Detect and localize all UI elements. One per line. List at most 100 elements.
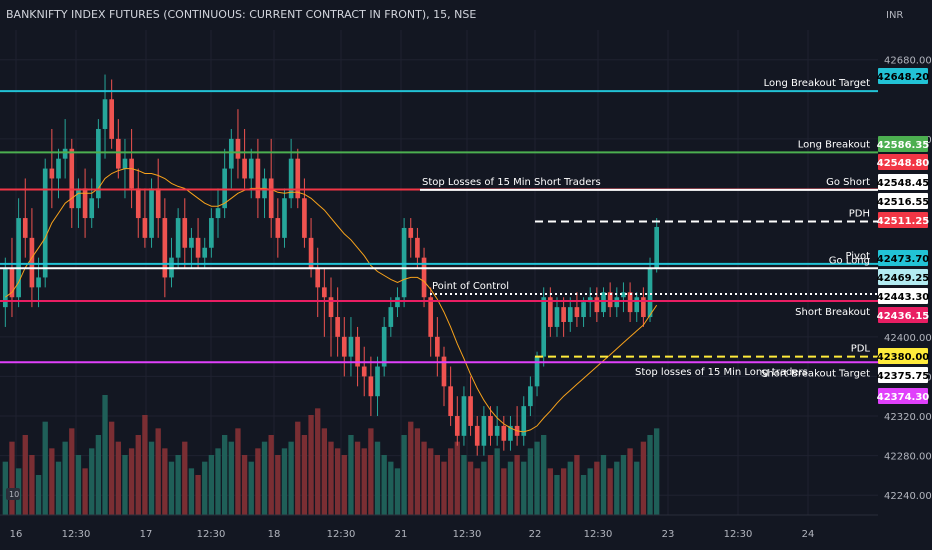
candle-body[interactable] <box>16 218 21 298</box>
candle-body[interactable] <box>521 406 527 436</box>
candle-body[interactable] <box>494 425 500 436</box>
candle-body[interactable] <box>408 227 414 238</box>
candle-body[interactable] <box>288 158 294 199</box>
candle-body[interactable] <box>189 237 194 248</box>
candle-body[interactable] <box>448 386 453 417</box>
candle-body[interactable] <box>335 317 340 337</box>
candle-body[interactable] <box>474 425 480 446</box>
candle-body[interactable] <box>501 425 507 441</box>
candle-body[interactable] <box>567 307 573 322</box>
candle-body[interactable] <box>401 227 407 298</box>
candle-body[interactable] <box>607 292 613 308</box>
candle-body[interactable] <box>149 188 154 238</box>
candle-body[interactable] <box>96 128 101 199</box>
candle-body[interactable] <box>122 158 128 169</box>
candle-body[interactable] <box>268 178 274 219</box>
candle-body[interactable] <box>82 188 88 219</box>
candle-body[interactable] <box>202 247 208 258</box>
price-tag[interactable]: 42436.15 <box>877 307 930 323</box>
candle-body[interactable] <box>641 297 646 318</box>
candle-body[interactable] <box>195 237 201 258</box>
candle-body[interactable] <box>275 218 281 238</box>
candle-body[interactable] <box>601 292 606 313</box>
price-tag[interactable]: 42548.45 <box>877 174 930 190</box>
candle-body[interactable] <box>341 336 347 357</box>
candle-body[interactable] <box>481 416 487 446</box>
candle-body[interactable] <box>155 188 161 219</box>
candle-body[interactable] <box>69 148 75 209</box>
candle-body[interactable] <box>322 287 327 298</box>
candle-body[interactable] <box>282 198 287 238</box>
candle-body[interactable] <box>468 396 473 426</box>
price-tag[interactable]: 42648.20 <box>877 68 930 84</box>
candle-body[interactable] <box>435 336 440 357</box>
price-tag[interactable]: 42548.80 <box>877 154 930 170</box>
candle-body[interactable] <box>222 168 227 209</box>
candle-body[interactable] <box>361 366 367 377</box>
price-tag[interactable]: 42516.55 <box>877 193 930 209</box>
candle-body[interactable] <box>528 386 533 407</box>
candle-body[interactable] <box>348 336 354 357</box>
candle-body[interactable] <box>228 138 234 169</box>
price-tag[interactable]: 42469.25 <box>877 269 930 285</box>
candle-body[interactable] <box>295 158 301 199</box>
candle-body[interactable] <box>395 297 400 308</box>
candle-body[interactable] <box>581 302 586 318</box>
candle-body[interactable] <box>428 297 434 337</box>
candle-body[interactable] <box>235 138 241 159</box>
candle-body[interactable] <box>102 99 108 129</box>
candle-body[interactable] <box>561 307 566 322</box>
candle-body[interactable] <box>654 226 660 268</box>
price-tag[interactable]: 42380.00 <box>877 348 930 364</box>
candle-body[interactable] <box>548 297 553 327</box>
price-tag[interactable]: 42443.30 <box>877 288 930 304</box>
candle-body[interactable] <box>554 307 560 327</box>
candle-body[interactable] <box>42 168 48 278</box>
candle-body[interactable] <box>36 277 41 288</box>
candle-body[interactable] <box>574 307 580 318</box>
candle-body[interactable] <box>182 218 188 248</box>
candle-body[interactable] <box>381 326 387 367</box>
candle-body[interactable] <box>421 257 427 298</box>
candle-body[interactable] <box>255 158 261 199</box>
candle-body[interactable] <box>248 158 254 179</box>
candle-body[interactable] <box>375 366 380 397</box>
candle-body[interactable] <box>89 198 95 219</box>
candle-body[interactable] <box>594 297 600 313</box>
candle-body[interactable] <box>621 292 626 298</box>
candle-body[interactable] <box>488 416 493 436</box>
candle-body[interactable] <box>315 267 321 288</box>
candle-body[interactable] <box>2 267 8 308</box>
candle-body[interactable] <box>541 297 547 357</box>
candle-body[interactable] <box>56 158 61 179</box>
price-tag[interactable]: 42511.25 <box>877 212 930 228</box>
price-tag[interactable]: 42374.30 <box>877 388 930 404</box>
indicator-badge[interactable]: 10 <box>6 488 20 500</box>
candle-body[interactable] <box>534 356 540 387</box>
candle-body[interactable] <box>76 188 81 209</box>
candle-body[interactable] <box>308 237 314 268</box>
candle-body[interactable] <box>175 218 181 258</box>
candle-body[interactable] <box>388 307 394 327</box>
price-tag[interactable]: 42586.35 <box>877 136 930 152</box>
candle-body[interactable] <box>129 158 134 189</box>
time-axis[interactable]: 16 12:30 17 12:30 18 12:30 21 12:30 22 12:30 23 12:… <box>0 514 878 540</box>
candle-body[interactable] <box>647 267 653 318</box>
candle-body[interactable] <box>209 218 214 248</box>
candle-body[interactable] <box>162 218 168 278</box>
candle-body[interactable] <box>142 218 148 238</box>
candle-body[interactable] <box>461 396 467 436</box>
candle-body[interactable] <box>355 336 360 367</box>
candle-body[interactable] <box>627 292 633 313</box>
candle-body[interactable] <box>614 297 620 308</box>
candle-body[interactable] <box>109 99 114 139</box>
candle-body[interactable] <box>29 237 35 288</box>
price-tag[interactable]: 42473.70 <box>877 250 930 266</box>
candle-body[interactable] <box>587 297 593 303</box>
candle-body[interactable] <box>441 356 447 387</box>
candle-body[interactable] <box>115 138 121 169</box>
candle-body[interactable] <box>22 218 28 238</box>
price-tag[interactable]: 42375.75 <box>877 367 930 383</box>
candle-body[interactable] <box>242 158 247 179</box>
candle-body[interactable] <box>135 188 141 219</box>
